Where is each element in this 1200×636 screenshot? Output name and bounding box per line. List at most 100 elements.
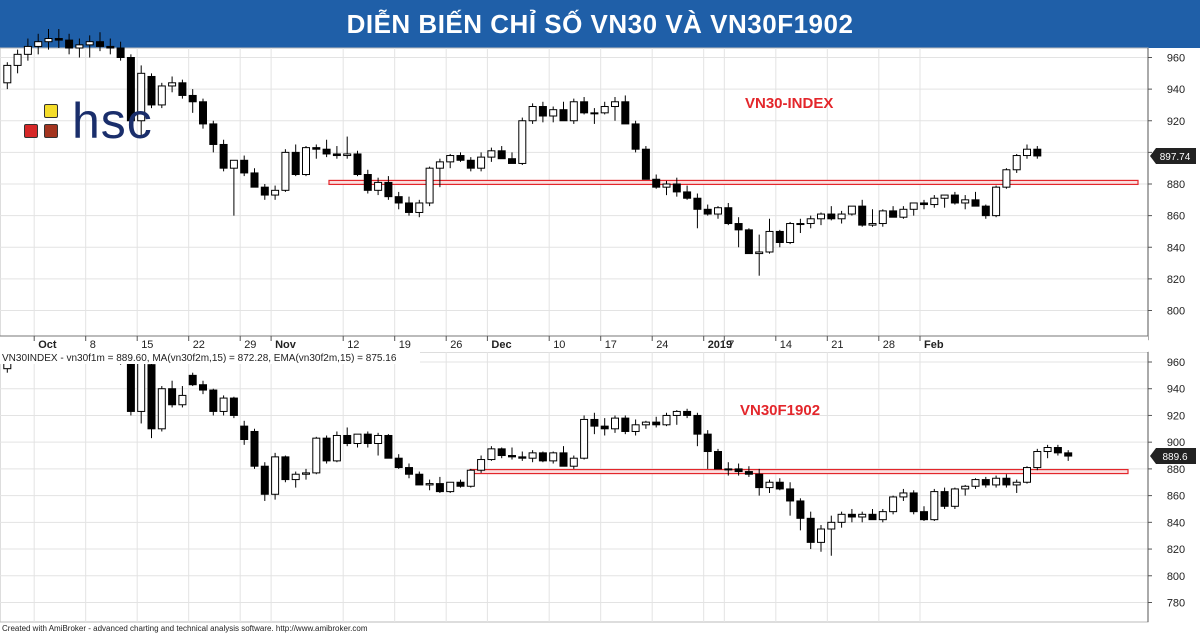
candle-body bbox=[724, 207, 733, 225]
candle-body bbox=[775, 230, 784, 244]
candle-body bbox=[693, 414, 702, 435]
candle-body bbox=[714, 451, 722, 470]
candle-body bbox=[734, 223, 743, 231]
candle-body bbox=[827, 213, 836, 220]
candle-body bbox=[466, 159, 475, 169]
candle-body bbox=[868, 223, 877, 226]
candle-body bbox=[1064, 452, 1073, 457]
candle-body bbox=[374, 181, 383, 191]
candle-body bbox=[868, 513, 877, 521]
y-axis-bg bbox=[1148, 352, 1200, 622]
candle-body bbox=[765, 481, 774, 489]
x-axis-bg bbox=[0, 336, 1148, 352]
candle-body bbox=[384, 434, 393, 459]
candle-body bbox=[44, 38, 53, 43]
candle-body bbox=[703, 208, 712, 215]
candle-body bbox=[466, 469, 475, 487]
candle-body bbox=[147, 364, 156, 430]
candle-body bbox=[611, 101, 619, 108]
candle-body bbox=[1012, 155, 1021, 171]
footer-credit: Created with AmiBroker - advanced charti… bbox=[2, 624, 368, 633]
candle-body bbox=[13, 53, 22, 66]
y-tick-label: 880 bbox=[1167, 179, 1185, 191]
candle-body bbox=[1023, 148, 1031, 157]
candle-body bbox=[744, 471, 753, 475]
candle-body bbox=[538, 106, 547, 117]
candle-body bbox=[641, 148, 650, 180]
candle-body bbox=[621, 101, 630, 125]
y-tick-label: 960 bbox=[1167, 53, 1185, 65]
candle-body bbox=[178, 82, 187, 96]
candle-body bbox=[992, 477, 1001, 486]
candle-body bbox=[724, 468, 733, 471]
candle-body bbox=[302, 472, 310, 475]
candle-body bbox=[374, 434, 383, 445]
candle-body bbox=[992, 186, 1001, 217]
x-axis: 24Oct8152229Nov121926Dec1017242019714212… bbox=[0, 335, 1148, 352]
x-tick-label: Feb bbox=[924, 339, 944, 351]
candle-body bbox=[631, 123, 640, 150]
candle-body bbox=[950, 194, 959, 204]
candle-body bbox=[981, 479, 990, 486]
candle-body bbox=[889, 496, 898, 513]
x-tick-label: Nov bbox=[275, 339, 297, 351]
candles bbox=[3, 337, 1073, 556]
candle-body bbox=[1043, 447, 1052, 453]
candle-body bbox=[260, 465, 269, 495]
candle-body bbox=[446, 481, 455, 493]
candle-body bbox=[332, 153, 341, 157]
x-tick-label: 24 bbox=[656, 339, 668, 351]
candle-body bbox=[363, 433, 372, 445]
candle-body bbox=[878, 511, 887, 521]
candle-body bbox=[796, 223, 805, 226]
candle-body bbox=[394, 457, 403, 469]
candle-body bbox=[1053, 447, 1062, 454]
candle-body bbox=[817, 213, 825, 220]
y-tick-label: 800 bbox=[1167, 571, 1185, 583]
x-tick-label: 2019 bbox=[708, 339, 732, 351]
support-line bbox=[328, 179, 1139, 186]
y-tick-label: 920 bbox=[1167, 410, 1185, 422]
candle-body bbox=[219, 143, 228, 169]
candle-body bbox=[899, 208, 908, 218]
candle-body bbox=[714, 207, 722, 215]
candle-body bbox=[744, 229, 753, 255]
candle-body bbox=[65, 39, 74, 49]
candle-body bbox=[806, 218, 815, 225]
candle-body bbox=[477, 459, 486, 471]
candle-body bbox=[971, 479, 980, 487]
candle-body bbox=[528, 106, 537, 122]
candle-body bbox=[332, 434, 341, 462]
candle-body bbox=[662, 183, 671, 188]
y-tick-label: 860 bbox=[1167, 211, 1185, 223]
candle-body bbox=[168, 388, 177, 406]
candle-body bbox=[961, 485, 970, 490]
candle-body bbox=[971, 199, 980, 207]
y-tick-label: 800 bbox=[1167, 306, 1185, 318]
candle-body bbox=[858, 513, 867, 518]
y-tick-label: 880 bbox=[1167, 464, 1185, 476]
last-value-label: 889.6 bbox=[1162, 452, 1187, 463]
candle-body bbox=[590, 112, 599, 115]
candle-body bbox=[137, 72, 146, 122]
candle-body bbox=[1002, 169, 1011, 188]
y-tick-label: 940 bbox=[1167, 384, 1185, 396]
candle-body bbox=[199, 384, 207, 391]
candle-body bbox=[806, 517, 815, 543]
x-tick-label: Oct bbox=[38, 339, 57, 351]
candle-body bbox=[847, 205, 856, 215]
candle-body bbox=[672, 410, 681, 416]
y-tick-label: 840 bbox=[1167, 517, 1185, 529]
candle-body bbox=[693, 197, 702, 210]
x-tick-label: Dec bbox=[491, 339, 511, 351]
candle-body bbox=[765, 230, 774, 253]
candle-body bbox=[487, 150, 496, 158]
candle-body bbox=[85, 41, 94, 46]
candle-body bbox=[847, 513, 856, 518]
candle-body bbox=[569, 457, 578, 467]
x-tick-label: 19 bbox=[399, 339, 411, 351]
logo-square-yellow bbox=[44, 104, 58, 118]
candle-body bbox=[271, 189, 280, 196]
candle-body bbox=[837, 213, 846, 220]
